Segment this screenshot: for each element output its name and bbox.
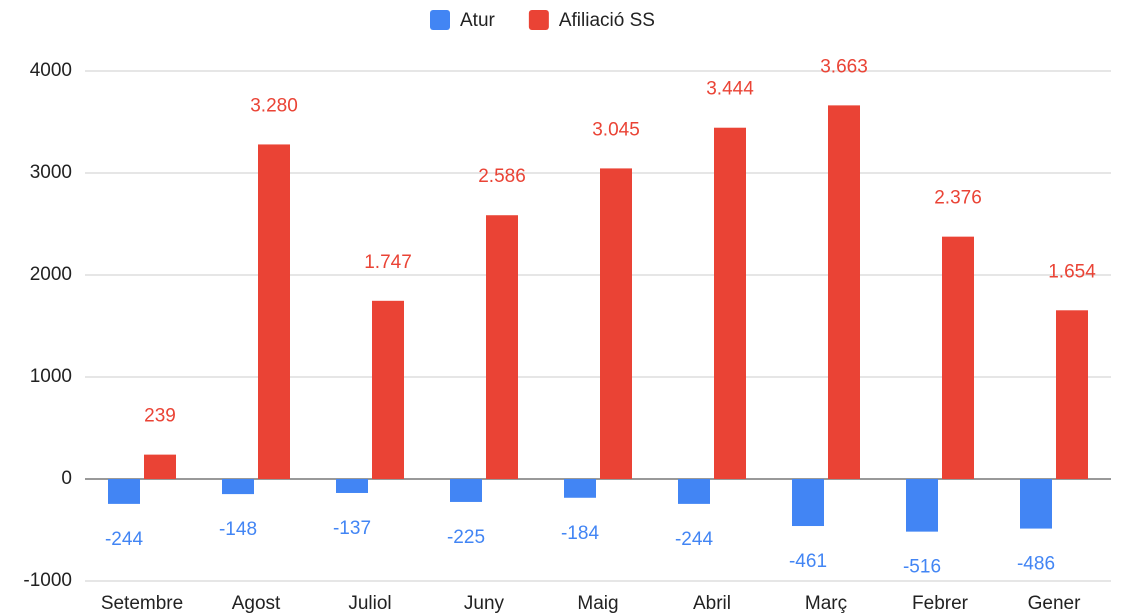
x-tick-label: Juliol: [348, 593, 391, 614]
bar: [486, 215, 518, 479]
legend-swatch: [528, 10, 549, 30]
bar: [906, 479, 938, 532]
bar: [828, 105, 860, 480]
y-tick-label: -1000: [23, 570, 72, 591]
value-label: 1.747: [364, 252, 412, 273]
value-label: -486: [1017, 554, 1055, 575]
legend-swatch: [430, 10, 450, 30]
value-label: 3.045: [592, 119, 640, 140]
value-label: -516: [903, 557, 941, 578]
value-label: 2.586: [478, 166, 526, 187]
value-label: -225: [447, 527, 485, 548]
bar: [336, 479, 368, 493]
y-tick-label: 4000: [30, 60, 72, 81]
x-tick-label: Abril: [693, 593, 731, 614]
bar: [258, 144, 290, 479]
value-label: -461: [789, 551, 827, 572]
value-label: 3.444: [706, 79, 754, 100]
bar: [792, 479, 824, 527]
bar: [372, 300, 404, 479]
value-label: -148: [219, 519, 257, 540]
bar: [678, 479, 710, 504]
bar: [942, 236, 974, 479]
bar: [108, 479, 140, 504]
bar: [144, 454, 176, 479]
value-label: -244: [675, 529, 713, 550]
x-tick-label: Agost: [232, 593, 281, 614]
bar: [222, 479, 254, 495]
value-label: -184: [561, 523, 599, 544]
value-label: 3.663: [820, 56, 868, 77]
bar: [600, 168, 632, 479]
value-label: 2.376: [934, 188, 982, 209]
x-tick-label: Febrer: [912, 593, 969, 614]
bar: [564, 479, 596, 498]
legend-label: Afiliació SS: [559, 10, 655, 31]
y-tick-label: 2000: [30, 264, 72, 285]
y-tick-label: 3000: [30, 162, 72, 183]
x-tick-label: Juny: [464, 593, 505, 614]
value-label: 1.654: [1048, 261, 1096, 282]
value-label: 239: [144, 406, 176, 427]
x-tick-label: Març: [805, 593, 847, 614]
x-tick-label: Setembre: [101, 593, 183, 614]
x-tick-label: Gener: [1028, 593, 1081, 614]
value-label: 3.280: [250, 95, 298, 116]
bar: [1056, 310, 1088, 479]
bar: [1020, 479, 1052, 529]
x-tick-label: Maig: [577, 593, 618, 614]
value-label: -244: [105, 529, 143, 550]
legend-label: Atur: [460, 10, 496, 31]
value-label: -137: [333, 518, 371, 539]
y-tick-label: 0: [61, 468, 72, 489]
bar: [450, 479, 482, 502]
y-tick-label: 1000: [30, 366, 72, 387]
bar: [714, 127, 746, 479]
